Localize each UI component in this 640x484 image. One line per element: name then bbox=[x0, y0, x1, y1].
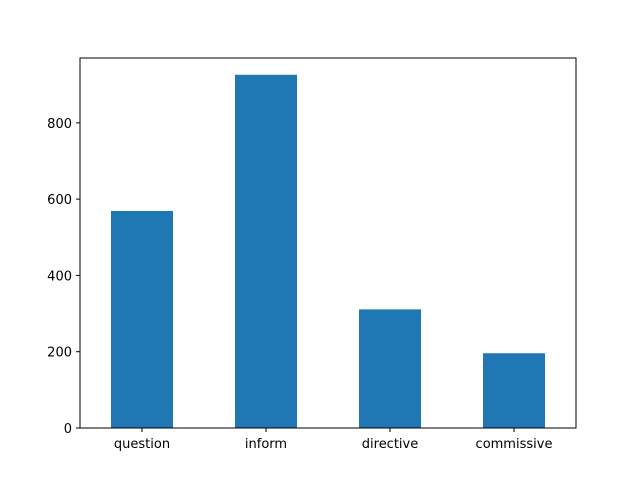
y-tick-label: 400 bbox=[47, 269, 72, 284]
bar-question bbox=[111, 210, 173, 428]
bar-commissive bbox=[483, 353, 545, 428]
y-tick-label: 200 bbox=[47, 346, 72, 361]
x-tick-label: commissive bbox=[476, 437, 553, 452]
y-tick-label: 600 bbox=[47, 193, 72, 208]
y-tick-label: 0 bbox=[64, 422, 72, 437]
bars-group bbox=[111, 74, 545, 428]
y-tick-label: 800 bbox=[47, 117, 72, 132]
x-tick-label: directive bbox=[362, 437, 418, 452]
bar-directive bbox=[359, 309, 421, 428]
x-tick-label: question bbox=[114, 437, 170, 452]
plot-frame bbox=[79, 57, 577, 429]
x-axis-ticks: question inform directive commissive bbox=[114, 428, 553, 452]
x-tick-label: inform bbox=[245, 437, 287, 452]
bar-inform bbox=[235, 74, 297, 428]
y-axis-ticks: 0 200 400 600 800 bbox=[47, 117, 80, 437]
